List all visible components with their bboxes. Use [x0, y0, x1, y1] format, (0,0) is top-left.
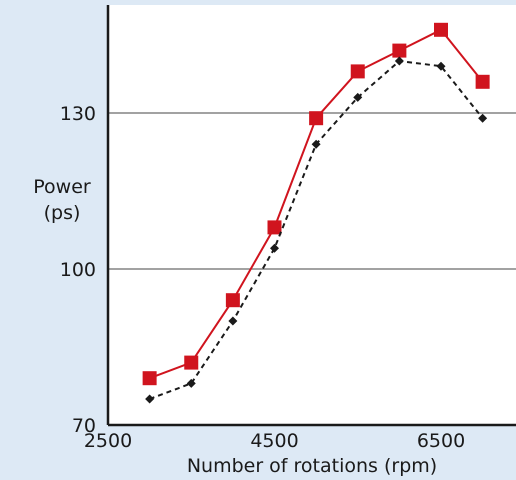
- series-0-point: [225, 293, 240, 308]
- series-group: [142, 22, 490, 404]
- series-1-point: [478, 113, 488, 123]
- x-axis-title: Number of rotations (rpm): [187, 455, 437, 477]
- series-0-point: [392, 43, 407, 58]
- y-axis-title-line2: (ps): [44, 202, 81, 224]
- y-tick-label: 100: [60, 259, 96, 281]
- series-1-point: [353, 92, 363, 102]
- plot-area: [108, 5, 516, 425]
- y-tick-label: 70: [72, 415, 96, 437]
- series-0-point: [184, 355, 199, 370]
- series-0-point: [475, 74, 490, 89]
- series-1-point: [145, 394, 155, 404]
- series-0-point: [142, 371, 157, 386]
- x-tick-label: 4500: [250, 430, 298, 452]
- series-0-point: [309, 111, 324, 126]
- series-0-point: [434, 22, 448, 37]
- series-1-point: [436, 61, 446, 71]
- series-1-point: [228, 316, 238, 326]
- x-tick-label: 6500: [417, 430, 465, 452]
- y-axis-title-line1: Power: [33, 176, 91, 198]
- x-tick-label: 2500: [84, 430, 132, 452]
- series-1-point: [394, 56, 404, 66]
- series-1-point: [186, 378, 196, 388]
- series-1-point: [270, 243, 279, 253]
- series-0-point: [350, 64, 365, 79]
- series-0-point: [267, 220, 282, 235]
- tick-labels: 70 100 130 2500 4500 6500: [60, 103, 465, 452]
- y-tick-label: 130: [60, 103, 96, 125]
- series-1-point: [311, 139, 321, 149]
